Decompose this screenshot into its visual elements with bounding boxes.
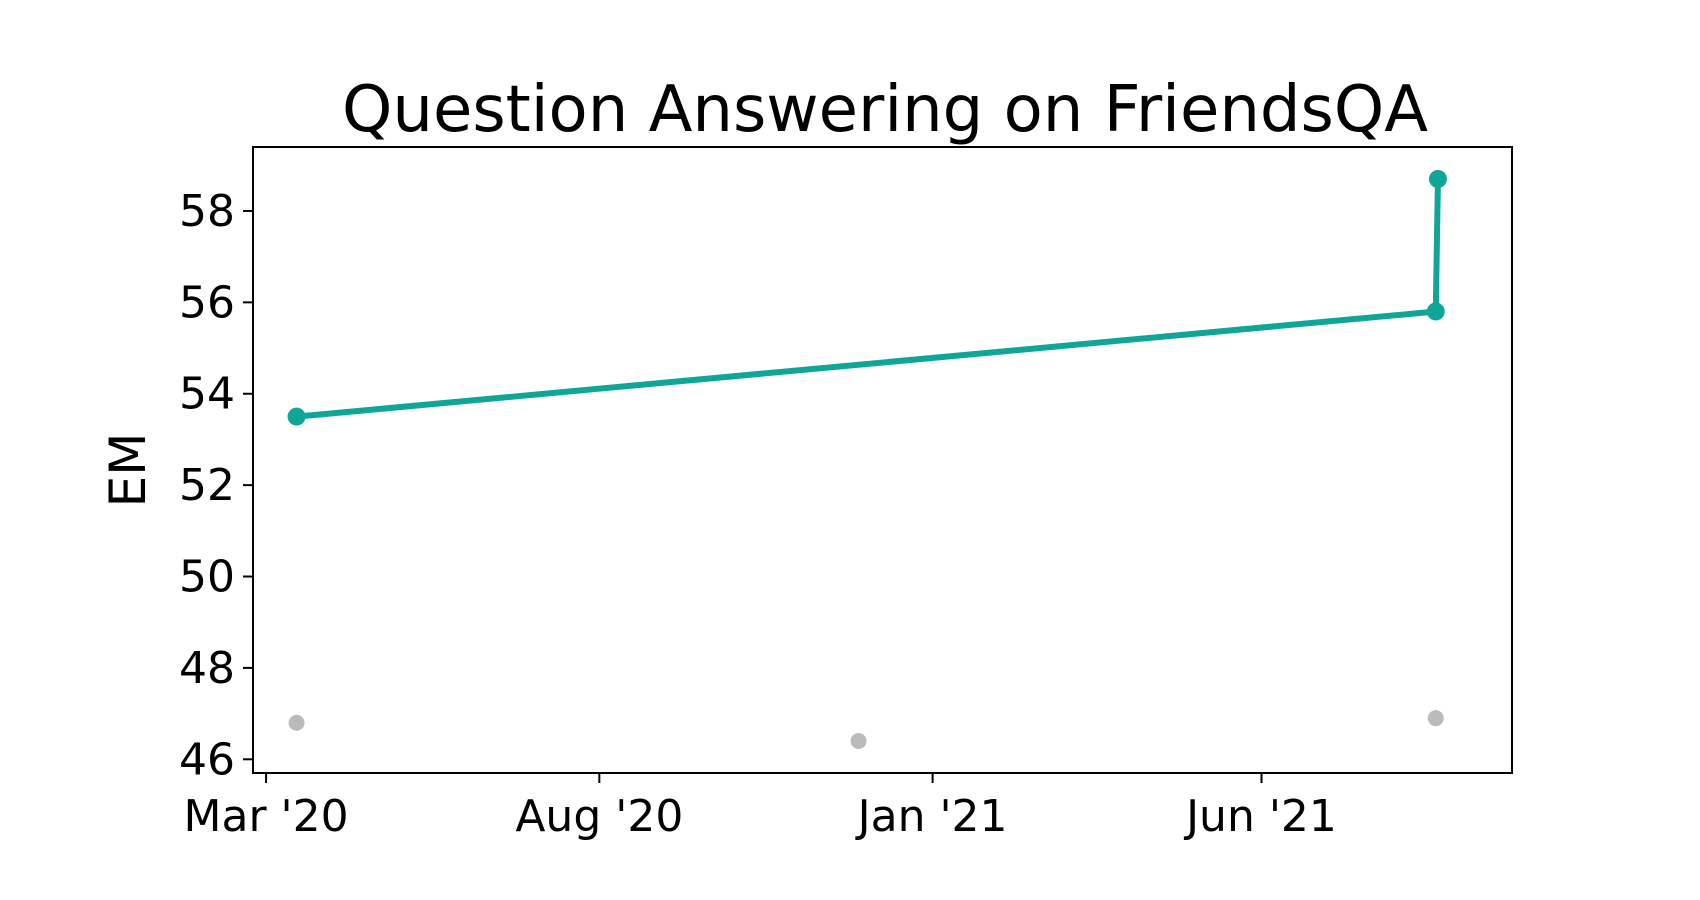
y-tick-label: 50 xyxy=(179,552,235,603)
y-axis-label: EM xyxy=(99,433,157,508)
plot-area xyxy=(252,146,1513,774)
gray-point xyxy=(1427,710,1444,727)
gray-point xyxy=(288,714,305,731)
x-tick-label: Mar '20 xyxy=(184,791,349,842)
series-point xyxy=(1426,302,1445,321)
y-tick-label: 58 xyxy=(179,186,235,237)
y-axis: 46 48 50 52 54 56 58 xyxy=(179,186,253,785)
series-layer xyxy=(287,169,1447,750)
series-point xyxy=(1428,169,1447,188)
gray-point xyxy=(850,733,867,750)
x-tick-label: Aug '20 xyxy=(515,791,683,842)
y-tick-label: 52 xyxy=(179,460,235,511)
y-tick-label: 46 xyxy=(179,734,235,785)
series-point xyxy=(287,407,306,426)
x-tick-label: Jan '21 xyxy=(855,791,1008,842)
y-tick-label: 54 xyxy=(179,369,235,420)
series-line-0 xyxy=(293,175,1441,420)
x-axis: Mar '20 Aug '20 Jan '21 Jun '21 xyxy=(184,773,1337,842)
y-tick-label: 56 xyxy=(179,277,235,328)
chart-title: Question Answering on FriendsQA xyxy=(342,73,1428,147)
x-tick-label: Jun '21 xyxy=(1183,791,1337,842)
y-tick-label: 48 xyxy=(179,643,235,694)
